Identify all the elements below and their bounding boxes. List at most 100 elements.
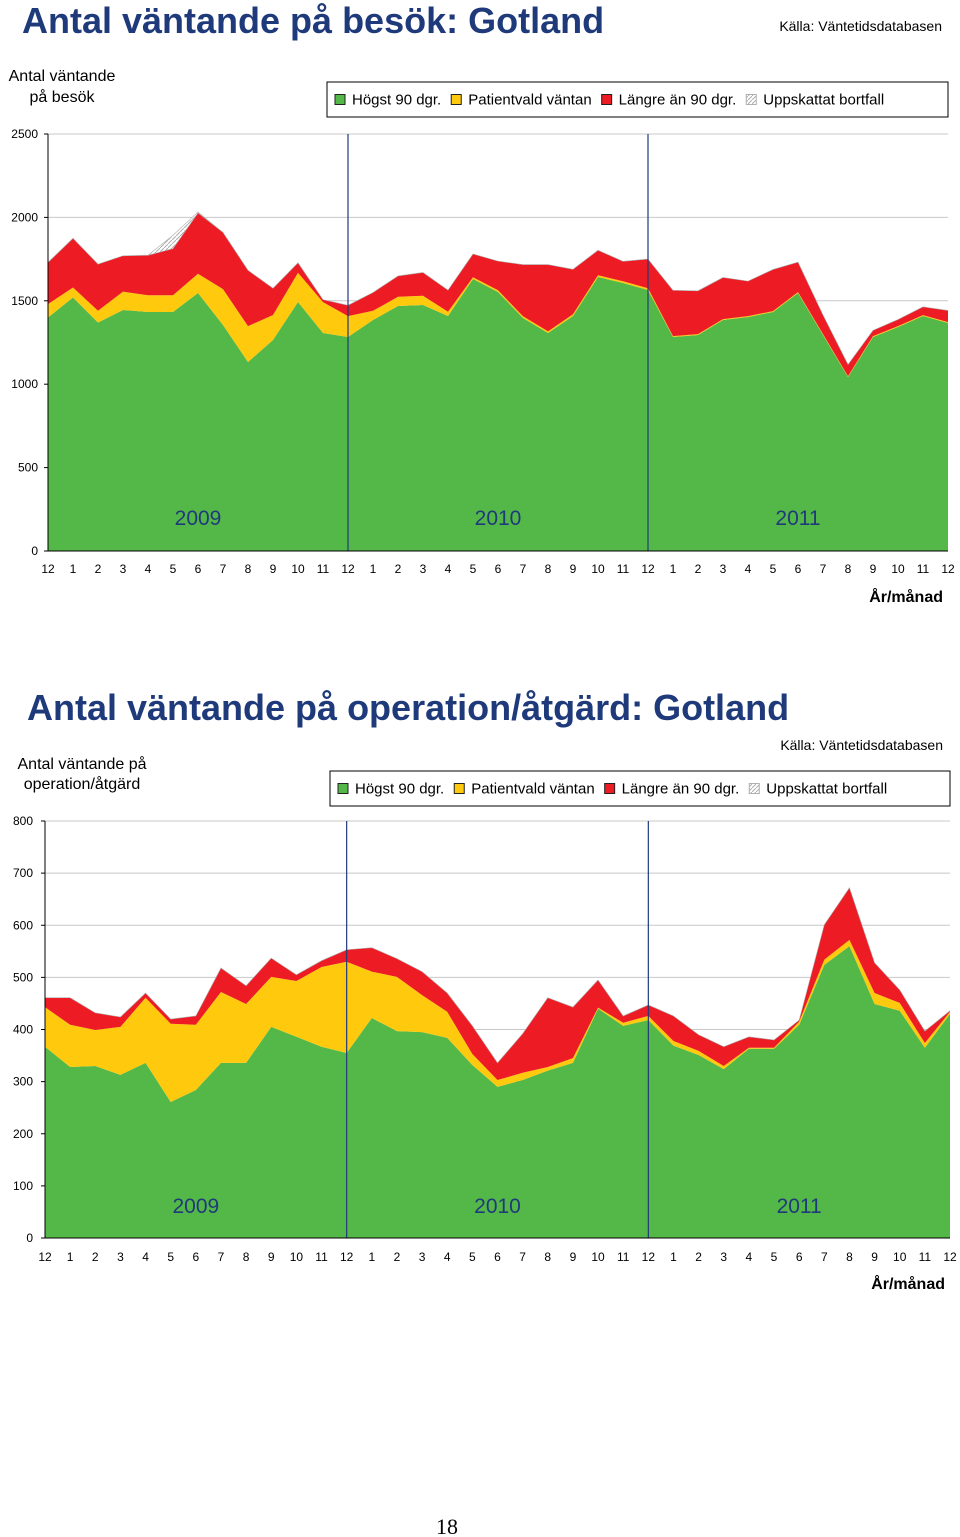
x-tick-label: 2 (695, 562, 702, 576)
x-tick-label: 7 (820, 562, 827, 576)
legend-label: Högst 90 dgr. (355, 781, 444, 798)
legend-label: Patientvald väntan (471, 781, 594, 798)
x-tick-label: 9 (570, 562, 577, 576)
source-note: Källa: Väntetidsdatabasen (780, 737, 943, 753)
y-tick-label: 200 (13, 1127, 33, 1141)
x-tick-label: 11 (617, 562, 630, 576)
x-tick-label: 1 (67, 1250, 74, 1264)
x-tick-label: 3 (420, 562, 427, 576)
x-tick-label: 2 (92, 1250, 99, 1264)
y-tick-label: 700 (13, 866, 33, 880)
legend-swatch (334, 94, 346, 105)
x-tick-label: 7 (519, 1250, 526, 1264)
x-tick-label: 11 (617, 1250, 630, 1264)
legend-box (329, 770, 951, 807)
x-tick-label: 3 (720, 562, 727, 576)
y-tick-label: 2000 (11, 210, 38, 224)
x-tick-label: 12 (642, 1250, 656, 1264)
x-tick-label: 11 (919, 1250, 932, 1264)
x-tick-label: 7 (821, 1250, 828, 1264)
x-tick-label: 12 (341, 562, 355, 576)
x-tick-label: 4 (746, 1250, 753, 1264)
year-label: 2011 (777, 1195, 822, 1218)
x-tick-label: 7 (520, 562, 527, 576)
x-tick-label: 9 (870, 562, 877, 576)
y-tick-label: 1000 (11, 377, 38, 391)
x-tick-label: 6 (795, 562, 802, 576)
y-tick-label: 400 (13, 1023, 33, 1037)
y-tick-label: 500 (18, 461, 38, 475)
y-tick-label: 2500 (11, 127, 38, 141)
x-tick-label: 10 (290, 1250, 304, 1264)
y-tick-label: 1500 (11, 294, 38, 308)
x-tick-label: 8 (245, 562, 252, 576)
legend-swatch (337, 783, 349, 794)
year-label: 2010 (474, 1195, 521, 1218)
x-tick-label: 3 (419, 1250, 426, 1264)
x-tick-label: 4 (145, 562, 152, 576)
x-tick-label: 5 (469, 1250, 476, 1264)
x-tick-label: 3 (720, 1250, 727, 1264)
area (45, 946, 950, 1238)
legend-label: Patientvald väntan (468, 92, 591, 109)
legend-swatch (450, 94, 462, 105)
y-tick-label: 600 (13, 918, 33, 932)
chart-title: Antal väntande på operation/åtgärd: Gotl… (27, 687, 789, 728)
x-tick-label: 7 (218, 1250, 225, 1264)
legend-swatch (745, 94, 757, 105)
legend-swatch (748, 783, 760, 794)
y-tick-label: 0 (26, 1231, 33, 1245)
x-tick-label: 8 (544, 1250, 551, 1264)
x-tick-label: 2 (695, 1250, 702, 1264)
y-axis-label: operation/åtgärd (24, 775, 141, 793)
x-tick-label: 10 (591, 1250, 605, 1264)
x-tick-label: 5 (470, 562, 477, 576)
x-tick-label: 9 (268, 1250, 275, 1264)
x-tick-label: 8 (545, 562, 552, 576)
x-tick-label: 9 (871, 1250, 878, 1264)
area (48, 272, 948, 378)
legend-swatch (453, 783, 465, 794)
area (45, 939, 950, 1102)
x-tick-label: 1 (368, 1250, 375, 1264)
x-tick-label: 2 (395, 562, 402, 576)
x-tick-label: 3 (117, 1250, 124, 1264)
area (48, 276, 948, 551)
x-tick-label: 11 (315, 1250, 328, 1264)
x-tick-label: 11 (317, 562, 330, 576)
x-tick-label: 12 (943, 1250, 957, 1264)
area (45, 887, 950, 1081)
y-tick-label: 800 (13, 814, 33, 828)
page-number: 18 (436, 1514, 458, 1537)
x-tick-label: 4 (445, 562, 452, 576)
x-tick-label: 12 (38, 1250, 52, 1264)
x-tick-label: 5 (770, 562, 777, 576)
x-tick-label: 2 (95, 562, 102, 576)
legend-label: Längre än 90 dgr. (622, 781, 740, 798)
legend-label: Uppskattat bortfall (763, 92, 884, 109)
x-tick-label: 6 (192, 1250, 199, 1264)
y-tick-label: 500 (13, 970, 33, 984)
x-tick-label: 10 (591, 562, 605, 576)
y-tick-label: 100 (13, 1179, 33, 1193)
x-tick-label: 1 (670, 1250, 677, 1264)
x-tick-label: 7 (220, 562, 227, 576)
x-tick-label: 11 (917, 562, 930, 576)
y-axis-label: Antal väntande (9, 68, 116, 85)
x-tick-label: 10 (291, 562, 305, 576)
x-tick-label: 6 (195, 562, 202, 576)
x-tick-label: 12 (340, 1250, 354, 1264)
year-label: 2011 (775, 507, 820, 530)
x-tick-label: 10 (893, 1250, 907, 1264)
x-tick-label: 5 (170, 562, 177, 576)
x-tick-label: 1 (70, 562, 77, 576)
year-label: 2009 (172, 1195, 219, 1218)
x-tick-label: 1 (370, 562, 377, 576)
x-tick-label: 10 (891, 562, 905, 576)
legend-swatch (601, 94, 613, 105)
area (48, 212, 948, 377)
x-tick-label: 9 (570, 1250, 577, 1264)
x-tick-label: 6 (494, 1250, 501, 1264)
x-tick-label: 8 (845, 562, 852, 576)
x-tick-label: 4 (444, 1250, 451, 1264)
